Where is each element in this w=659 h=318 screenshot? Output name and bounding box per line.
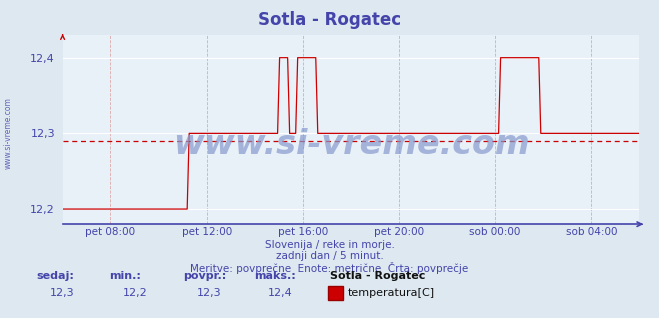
Text: pet 08:00: pet 08:00 bbox=[86, 227, 136, 237]
Text: 12,3: 12,3 bbox=[197, 288, 222, 298]
Text: Sotla - Rogatec: Sotla - Rogatec bbox=[258, 11, 401, 29]
Text: zadnji dan / 5 minut.: zadnji dan / 5 minut. bbox=[275, 251, 384, 261]
Text: Slovenija / reke in morje.: Slovenija / reke in morje. bbox=[264, 240, 395, 250]
Text: 12,3: 12,3 bbox=[50, 288, 75, 298]
Text: Sotla - Rogatec: Sotla - Rogatec bbox=[330, 272, 425, 281]
Text: sob 00:00: sob 00:00 bbox=[469, 227, 521, 237]
Text: pet 12:00: pet 12:00 bbox=[182, 227, 232, 237]
Text: temperatura[C]: temperatura[C] bbox=[348, 288, 435, 298]
Text: www.si-vreme.com: www.si-vreme.com bbox=[173, 128, 529, 161]
Text: povpr.:: povpr.: bbox=[183, 272, 227, 281]
Text: sedaj:: sedaj: bbox=[36, 272, 74, 281]
Text: 12,4: 12,4 bbox=[268, 288, 293, 298]
Text: min.:: min.: bbox=[109, 272, 140, 281]
Text: pet 16:00: pet 16:00 bbox=[278, 227, 328, 237]
Text: 12,2: 12,2 bbox=[123, 288, 148, 298]
Text: Meritve: povprečne  Enote: metrične  Črta: povprečje: Meritve: povprečne Enote: metrične Črta:… bbox=[190, 262, 469, 274]
Text: pet 20:00: pet 20:00 bbox=[374, 227, 424, 237]
Text: maks.:: maks.: bbox=[254, 272, 295, 281]
Text: sob 04:00: sob 04:00 bbox=[565, 227, 617, 237]
Text: www.si-vreme.com: www.si-vreme.com bbox=[3, 98, 13, 169]
